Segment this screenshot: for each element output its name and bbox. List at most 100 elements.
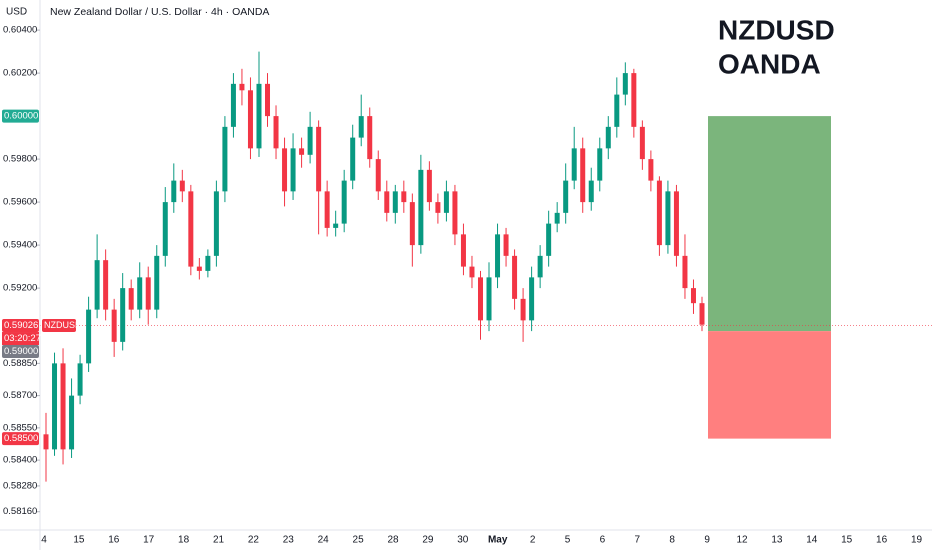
candle-body <box>103 260 109 310</box>
y-tick-label: 0.60400 <box>3 25 37 36</box>
candle-body <box>460 234 466 267</box>
candle-body <box>486 277 492 321</box>
candle-body <box>230 83 236 127</box>
x-tick-label: May <box>488 535 508 546</box>
entry-label-box <box>2 345 39 359</box>
candle-body <box>452 191 458 235</box>
candle-body <box>546 223 552 256</box>
candle-body <box>375 159 381 192</box>
x-tick-label: 6 <box>600 535 606 546</box>
y-tick-label: 0.58850 <box>3 358 37 369</box>
x-tick-label: 18 <box>178 535 190 546</box>
candle-body <box>665 191 671 246</box>
chart-title: New Zealand Dollar / U.S. Dollar · 4h · … <box>50 6 269 18</box>
y-tick-label: 0.58280 <box>3 480 37 491</box>
candle-body <box>563 180 569 213</box>
candle-body <box>409 202 415 246</box>
candle-body <box>273 116 279 149</box>
x-tick-label: 14 <box>806 535 818 546</box>
x-tick-label: 30 <box>457 535 469 546</box>
candle-body <box>350 137 356 181</box>
candle-body <box>307 126 313 155</box>
x-tick-label: 2 <box>530 535 536 546</box>
target-label: 0.60000 <box>4 111 38 122</box>
y-tick-label: 0.58550 <box>3 422 37 433</box>
y-tick-label: 0.58400 <box>3 455 37 466</box>
stop-label: 0.58500 <box>4 433 38 444</box>
symbol-box <box>42 319 76 333</box>
y-tick-label: 0.59200 <box>3 283 37 294</box>
candle-body <box>537 255 543 278</box>
candle-body <box>571 148 577 181</box>
candle-body <box>469 266 475 278</box>
candle-body <box>341 180 347 224</box>
candle-body <box>495 234 501 278</box>
candle-body <box>154 255 160 310</box>
candle-body <box>86 309 92 364</box>
candle-body <box>401 191 407 203</box>
candle-body <box>648 159 654 181</box>
candle-body <box>384 191 390 213</box>
target-label-box <box>2 109 39 123</box>
candle-body <box>256 83 262 149</box>
candle-body <box>673 191 679 256</box>
candle-body <box>426 169 432 203</box>
candle-body <box>367 116 373 160</box>
plot-area <box>40 51 932 482</box>
candle-body <box>520 298 526 321</box>
candle-body <box>333 223 339 228</box>
symbol-label: NZDUSD <box>44 320 82 330</box>
last-price-label: 0.59026 <box>4 320 38 331</box>
y-tick-label: 0.58700 <box>3 390 37 401</box>
candle-body <box>77 363 83 396</box>
x-tick-label: 7 <box>635 535 641 546</box>
candle-body <box>682 255 688 289</box>
x-tick-label: 16 <box>876 535 888 546</box>
x-tick-label: 9 <box>704 535 710 546</box>
candle-body <box>282 148 288 192</box>
candle-body <box>179 180 185 192</box>
candle-body <box>69 395 75 450</box>
x-tick-label: 23 <box>283 535 295 546</box>
y-tick-label: 0.59600 <box>3 197 37 208</box>
y-tick-label: 0.58160 <box>3 506 37 517</box>
candle-body <box>580 148 586 203</box>
candle-body <box>137 277 143 310</box>
candle-body <box>639 126 645 160</box>
y-tick-label: 0.59800 <box>3 154 37 165</box>
candle-body <box>435 202 441 213</box>
x-tick-label: 28 <box>387 535 399 546</box>
x-tick-label: 4 <box>41 535 47 546</box>
x-tick-label: 21 <box>213 535 225 546</box>
y-tick-label: 0.60200 <box>3 68 37 79</box>
candle-body <box>614 94 620 127</box>
annotation: OANDA <box>718 48 821 79</box>
candle-body <box>699 303 705 325</box>
x-tick-label: 12 <box>736 535 748 546</box>
x-tick-label: 29 <box>422 535 434 546</box>
stop-label-box <box>2 432 39 446</box>
currency: USD <box>6 7 27 18</box>
x-tick-label: 15 <box>73 535 85 546</box>
candle-body <box>622 73 628 95</box>
candle-body <box>111 309 117 342</box>
candle-body <box>205 255 211 271</box>
candle-body <box>247 90 253 149</box>
candle-body <box>529 277 535 321</box>
x-tick-label: 16 <box>108 535 120 546</box>
candle-body <box>222 126 228 192</box>
x-tick-label: 13 <box>771 535 783 546</box>
target-zone <box>708 116 831 332</box>
candle-body <box>196 266 202 271</box>
candle-body <box>43 434 49 450</box>
candle-body <box>52 363 58 450</box>
candle-body <box>503 234 509 256</box>
candle-body <box>631 73 637 127</box>
countdown-box <box>2 332 39 346</box>
candle-body <box>588 180 594 203</box>
candle-body <box>60 363 66 450</box>
x-tick-label: 8 <box>669 535 675 546</box>
candle-body <box>213 191 219 256</box>
x-tick-label: 24 <box>318 535 330 546</box>
candle-body <box>443 191 449 213</box>
